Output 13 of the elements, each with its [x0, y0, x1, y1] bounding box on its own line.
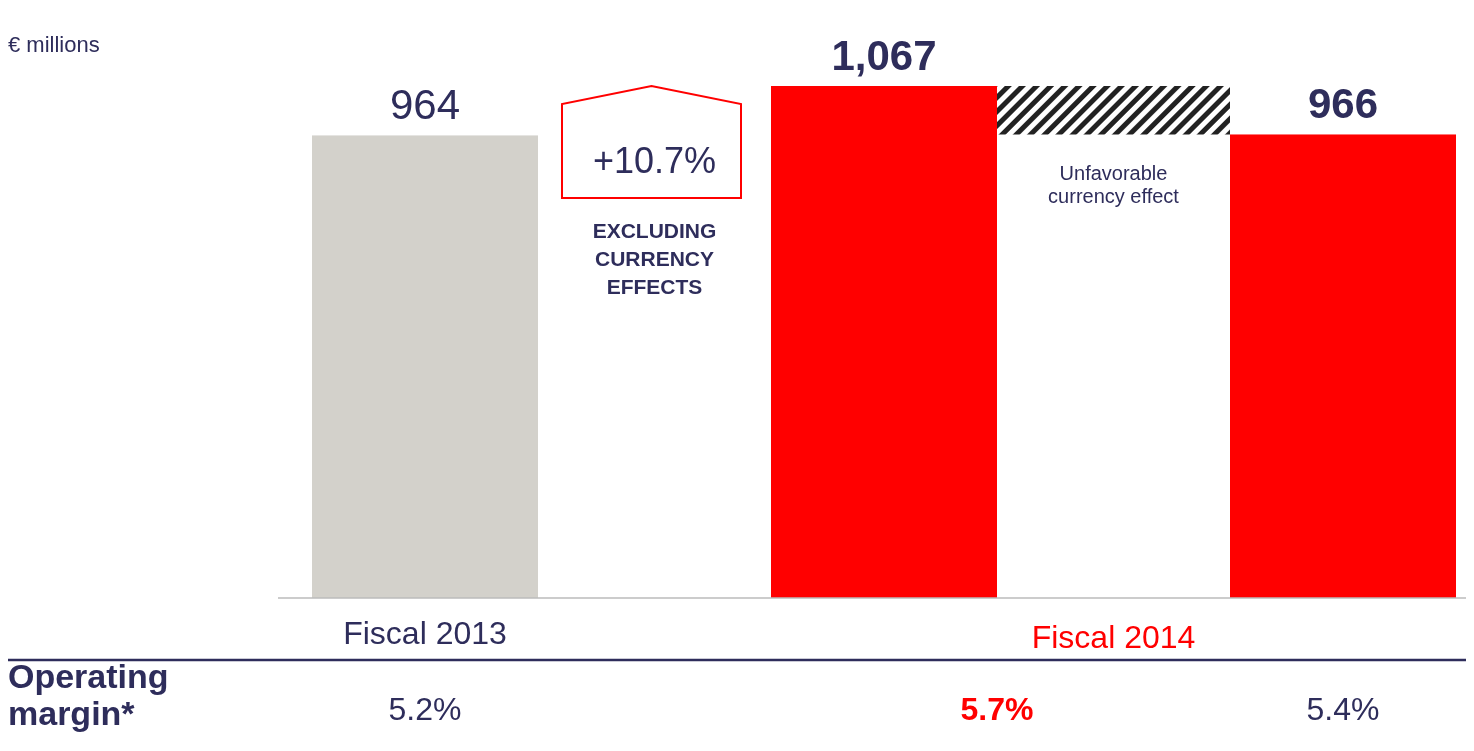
text: 5.4%: [1306, 691, 1380, 727]
data-label: 964: [389, 81, 461, 129]
annotation: EXCLUDING CURRENCY EFFECTS: [592, 219, 717, 298]
text: Fiscal 2014: [1031, 619, 1196, 655]
text: 5.7%: [960, 691, 1034, 727]
data-label: 1,067: [831, 32, 937, 79]
text: € millions: [8, 32, 100, 57]
text: Operating margin*: [8, 657, 169, 732]
text: Fiscal 2013: [343, 615, 507, 651]
annotation: +10.7%: [592, 140, 717, 181]
data-label: 966: [1307, 80, 1379, 128]
annotation: Unfavorable currency effect: [1048, 162, 1180, 207]
text: 5.2%: [388, 691, 462, 727]
